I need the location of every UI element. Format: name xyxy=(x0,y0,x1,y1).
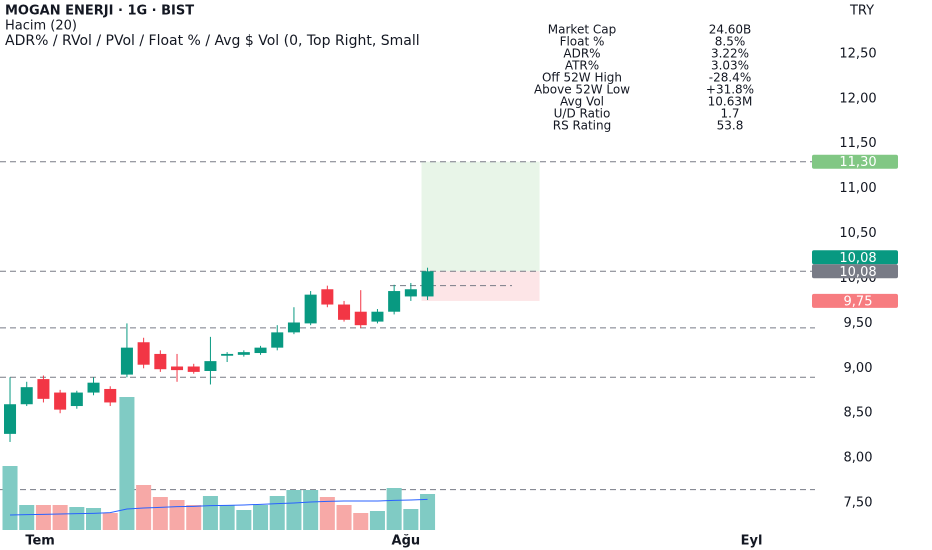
candle-body xyxy=(4,404,17,434)
stat-value: 3.22% xyxy=(711,47,749,61)
candle-body xyxy=(204,361,217,371)
y-tick-label: 8,00 xyxy=(844,451,873,466)
candle-body xyxy=(137,342,150,365)
stat-value: 53.8 xyxy=(717,119,744,133)
stat-label: Above 52W Low xyxy=(534,83,630,97)
candle-body xyxy=(54,392,67,410)
volume-bar xyxy=(102,513,118,530)
candle-body xyxy=(404,289,417,297)
volume-bar xyxy=(253,505,269,530)
price-badge-label: 10,08 xyxy=(839,265,876,280)
indicator-label: ADR% / RVol / PVol / Float % / Avg $ Vol… xyxy=(5,33,420,49)
stat-label: Avg Vol xyxy=(560,95,604,109)
volume-bar xyxy=(420,494,436,530)
volume-bar xyxy=(386,488,402,530)
candle-body xyxy=(120,347,133,375)
y-tick-label: 12,00 xyxy=(839,91,876,106)
y-tick-label: 11,00 xyxy=(839,181,876,196)
volume-label: Hacim (20) xyxy=(5,19,77,34)
y-tick-label: 12,50 xyxy=(839,46,876,61)
y-tick-label: 10,50 xyxy=(839,226,876,241)
stat-label: U/D Ratio xyxy=(554,107,611,121)
price-badge xyxy=(812,154,898,169)
volume-bar xyxy=(52,505,68,530)
price-badge-label: 9,75 xyxy=(844,294,873,309)
candle-body xyxy=(171,366,184,371)
candle-body xyxy=(338,304,351,320)
volume-bar xyxy=(369,511,385,530)
candle-body xyxy=(287,322,300,333)
candle-body xyxy=(237,352,250,355)
stat-label: RS Rating xyxy=(553,119,611,133)
candle-body xyxy=(304,294,317,324)
y-tick-label: 8,50 xyxy=(844,406,873,421)
volume-ma xyxy=(10,498,428,516)
candle-body xyxy=(221,353,234,356)
candle-body xyxy=(354,311,367,326)
volume-bar xyxy=(19,505,35,530)
volume-bar xyxy=(86,508,102,530)
volume-bar xyxy=(353,513,369,530)
volume-bar xyxy=(186,505,202,530)
volume-bar xyxy=(69,507,85,530)
volume-bar xyxy=(403,509,419,530)
stat-value: 8.5% xyxy=(715,35,746,49)
target-zone xyxy=(421,161,540,272)
volume-bar xyxy=(119,397,135,530)
stat-value: -28.4% xyxy=(709,71,751,85)
volume-bar xyxy=(202,496,218,530)
stat-label: ATR% xyxy=(565,59,599,73)
stat-value: 24.60B xyxy=(709,23,752,37)
price-badge xyxy=(812,264,898,279)
y-tick-label: 9,00 xyxy=(844,361,873,376)
candle-body xyxy=(104,388,117,403)
price-badge-label: 10,08 xyxy=(839,251,876,266)
chart-title: MOGAN ENERJI · 1G · BIST xyxy=(5,4,194,19)
x-tick-label: Tem xyxy=(25,534,55,549)
x-tick-label: Ağu xyxy=(392,534,421,549)
candle-body xyxy=(87,382,100,393)
candle-body xyxy=(421,271,434,297)
price-badge-label: 11,30 xyxy=(839,155,876,170)
candle-body xyxy=(254,347,267,354)
stat-label: Float % xyxy=(560,35,605,49)
y-tick-label: 9,50 xyxy=(844,316,873,331)
stat-label: ADR% xyxy=(563,47,600,61)
candle-body xyxy=(154,353,167,370)
volume-bar xyxy=(35,505,51,530)
candle-body xyxy=(187,366,200,372)
candle-body xyxy=(37,379,50,399)
volume-bar xyxy=(236,510,252,530)
candle-body xyxy=(321,289,334,305)
candle-body xyxy=(271,332,284,348)
stat-value: 3.03% xyxy=(711,59,749,73)
volume-bar xyxy=(152,497,168,530)
volume-bar xyxy=(269,496,285,530)
stat-value: +31.8% xyxy=(706,83,754,97)
price-badge xyxy=(812,293,898,308)
candle-body xyxy=(70,392,83,407)
stat-label: Off 52W High xyxy=(542,71,622,85)
volume-bar xyxy=(286,490,302,530)
candle-body xyxy=(20,387,33,405)
stat-value: 1.7 xyxy=(720,107,739,121)
stat-value: 10.63M xyxy=(708,95,753,109)
stat-label: Market Cap xyxy=(548,23,616,37)
volume-bar xyxy=(336,505,352,530)
price-badge xyxy=(812,250,898,265)
candle-body xyxy=(388,291,401,312)
volume-bar xyxy=(219,505,235,530)
y-tick-label: 7,50 xyxy=(844,496,873,511)
volume-bar xyxy=(319,497,335,530)
volume-bar xyxy=(169,500,185,530)
volume-bar xyxy=(2,466,18,530)
candle-body xyxy=(371,311,384,322)
currency: TRY xyxy=(849,4,874,19)
y-tick-label: 11,50 xyxy=(839,136,876,151)
x-tick-label: Eyl xyxy=(741,534,763,549)
volume-bar xyxy=(303,490,319,530)
